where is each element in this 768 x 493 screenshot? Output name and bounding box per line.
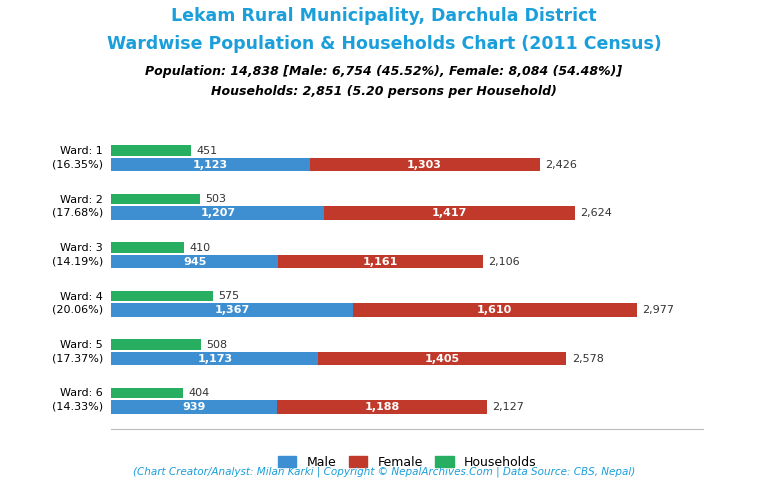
Text: 1,173: 1,173: [197, 353, 233, 364]
Text: 945: 945: [183, 257, 207, 267]
Text: 2,106: 2,106: [488, 257, 520, 267]
Bar: [111, 207, 324, 220]
Text: Lekam Rural Municipality, Darchula District: Lekam Rural Municipality, Darchula Distr…: [171, 7, 597, 26]
Text: 1,303: 1,303: [407, 160, 442, 170]
Text: 404: 404: [188, 388, 209, 398]
Bar: [324, 207, 574, 220]
Text: 451: 451: [197, 145, 217, 156]
Bar: [111, 242, 184, 253]
Text: 939: 939: [183, 402, 206, 412]
Text: 1,123: 1,123: [193, 160, 228, 170]
Text: 1,161: 1,161: [363, 257, 399, 267]
Bar: [277, 400, 487, 414]
Text: 1,367: 1,367: [214, 305, 250, 315]
Bar: [111, 339, 201, 350]
Text: Wardwise Population & Households Chart (2011 Census): Wardwise Population & Households Chart (…: [107, 35, 661, 54]
Text: 1,417: 1,417: [432, 208, 467, 218]
Bar: [353, 303, 637, 317]
Text: 503: 503: [206, 194, 227, 204]
Text: (Chart Creator/Analyst: Milan Karki | Copyright © NepalArchives.Com | Data Sourc: (Chart Creator/Analyst: Milan Karki | Co…: [133, 466, 635, 477]
Bar: [111, 387, 183, 398]
Text: 2,624: 2,624: [580, 208, 612, 218]
Text: Population: 14,838 [Male: 6,754 (45.52%), Female: 8,084 (54.48%)]: Population: 14,838 [Male: 6,754 (45.52%)…: [145, 65, 623, 78]
Bar: [111, 158, 310, 172]
Bar: [111, 145, 191, 156]
Text: 410: 410: [189, 243, 210, 252]
Legend: Male, Female, Households: Male, Female, Households: [273, 451, 541, 474]
Text: 1,188: 1,188: [364, 402, 399, 412]
Text: 2,426: 2,426: [545, 160, 577, 170]
Bar: [310, 158, 540, 172]
Text: 575: 575: [218, 291, 240, 301]
Bar: [111, 255, 278, 269]
Text: 2,578: 2,578: [571, 353, 604, 364]
Bar: [319, 352, 567, 365]
Bar: [111, 400, 277, 414]
Text: 2,127: 2,127: [492, 402, 524, 412]
Text: 1,610: 1,610: [477, 305, 512, 315]
Text: Households: 2,851 (5.20 persons per Household): Households: 2,851 (5.20 persons per Hous…: [211, 85, 557, 98]
Text: 1,207: 1,207: [200, 208, 236, 218]
Text: 2,977: 2,977: [642, 305, 674, 315]
Bar: [278, 255, 483, 269]
Text: 508: 508: [207, 340, 227, 350]
Text: 1,405: 1,405: [425, 353, 460, 364]
Bar: [111, 303, 353, 317]
Bar: [111, 291, 213, 301]
Bar: [111, 194, 200, 205]
Bar: [111, 352, 319, 365]
